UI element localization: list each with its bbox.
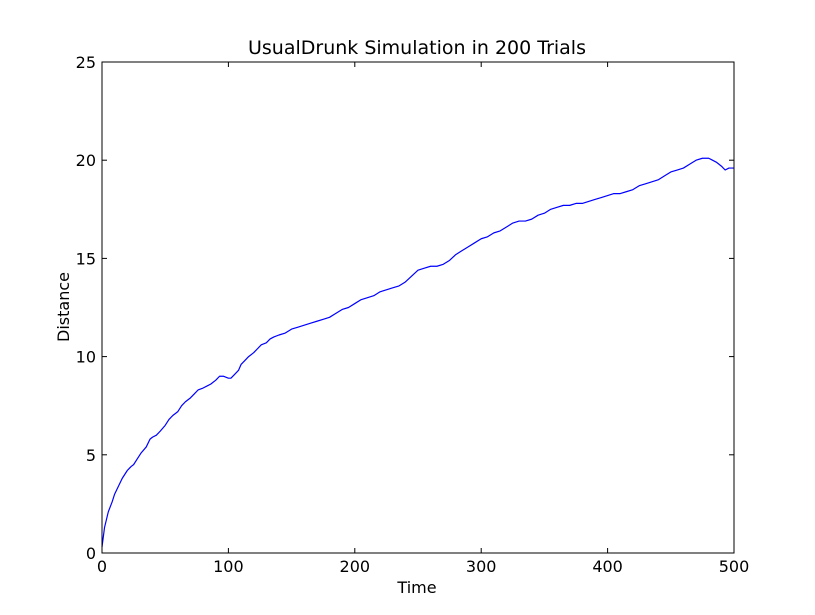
x-tick-label: 300 — [466, 557, 497, 576]
y-axis-label: Distance — [54, 272, 73, 342]
chart-title: UsualDrunk Simulation in 200 Trials — [248, 37, 586, 59]
y-tick-label: 25 — [76, 53, 96, 72]
x-tick-label: 400 — [592, 557, 623, 576]
y-tick-label: 20 — [76, 151, 96, 170]
y-tick-label: 15 — [76, 249, 96, 268]
plot-frame — [101, 61, 735, 554]
y-tick-label: 0 — [86, 544, 96, 563]
y-tick-label: 5 — [86, 446, 96, 465]
series-line-0 — [101, 157, 734, 548]
x-tick-label: 500 — [719, 557, 750, 576]
y-tick-label: 10 — [76, 348, 96, 367]
x-tick-label: 100 — [213, 557, 244, 576]
x-axis-label: Time — [396, 578, 436, 597]
x-tick-label: 0 — [97, 557, 107, 576]
x-tick-label: 200 — [340, 557, 371, 576]
plot-area: 0 100 200 300 400 500 0 5 10 15 20 25 — [76, 53, 750, 576]
